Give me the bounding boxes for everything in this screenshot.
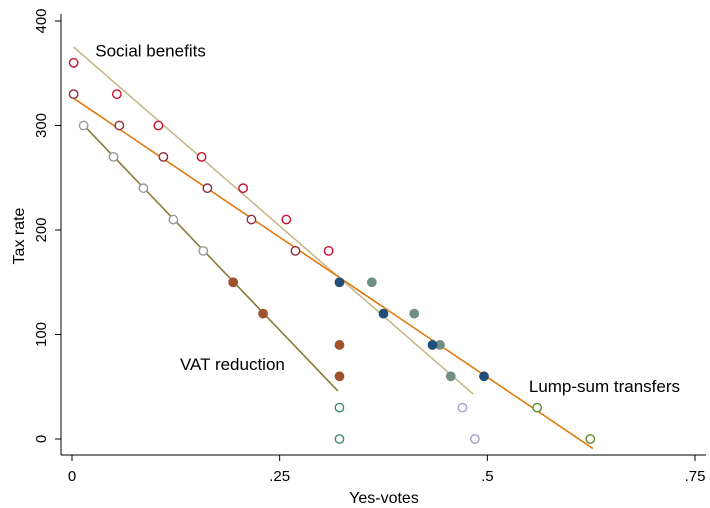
annotation-label: Lump-sum transfers	[529, 377, 680, 396]
data-point	[153, 120, 164, 131]
data-point	[334, 434, 345, 444]
data-point	[158, 151, 169, 162]
data-point	[479, 371, 489, 382]
data-point	[409, 308, 420, 319]
data-point	[585, 434, 596, 444]
y-axis-label: Tax rate	[11, 207, 28, 264]
data-point	[290, 245, 301, 256]
x-tick-label: .75	[685, 468, 706, 485]
ticks: 0 .25 .5 .75 0 100 200 300 400	[33, 8, 705, 485]
data-point	[334, 371, 345, 382]
data-point	[334, 277, 345, 288]
annotation-label: VAT reduction	[180, 355, 285, 374]
data-point	[138, 183, 149, 194]
y-tick-label: 200	[33, 217, 50, 242]
data-point	[334, 402, 345, 413]
x-tick-label: .5	[481, 468, 494, 485]
fit-line-0	[73, 46, 474, 395]
data-point	[168, 214, 179, 225]
data-points	[68, 57, 596, 444]
data-point	[78, 120, 89, 131]
data-point	[532, 402, 543, 413]
x-tick-label: 0	[68, 468, 76, 485]
fit-line-2	[81, 122, 339, 392]
data-point	[68, 89, 79, 100]
data-point	[228, 277, 239, 288]
data-point	[378, 308, 389, 319]
data-point	[281, 214, 292, 225]
data-point	[114, 120, 125, 131]
x-tick-label: .25	[269, 468, 290, 485]
data-point	[323, 245, 334, 256]
x-axis-label: Yes-votes	[349, 490, 419, 507]
axes	[60, 14, 706, 456]
data-point	[366, 277, 377, 288]
data-point	[445, 371, 456, 382]
y-tick-label: 100	[33, 322, 50, 347]
data-point	[238, 183, 249, 194]
annotation-label: Social benefits	[95, 42, 206, 61]
data-point	[427, 340, 438, 350]
data-point	[258, 308, 268, 319]
data-point	[198, 245, 209, 256]
data-point	[246, 214, 257, 225]
fit-line-1	[73, 97, 594, 450]
data-point	[334, 340, 345, 350]
y-tick-label: 400	[33, 8, 50, 33]
fit-lines	[73, 46, 594, 450]
data-point	[196, 151, 207, 162]
data-point	[469, 434, 480, 444]
y-tick-label: 300	[33, 113, 50, 138]
data-point	[202, 183, 213, 194]
data-point	[457, 402, 468, 413]
annotations: Social benefits VAT reduction Lump-sum tra…	[95, 42, 680, 396]
data-point	[111, 89, 122, 100]
data-point	[68, 57, 79, 68]
data-point	[108, 151, 119, 162]
y-tick-label: 0	[33, 435, 50, 443]
